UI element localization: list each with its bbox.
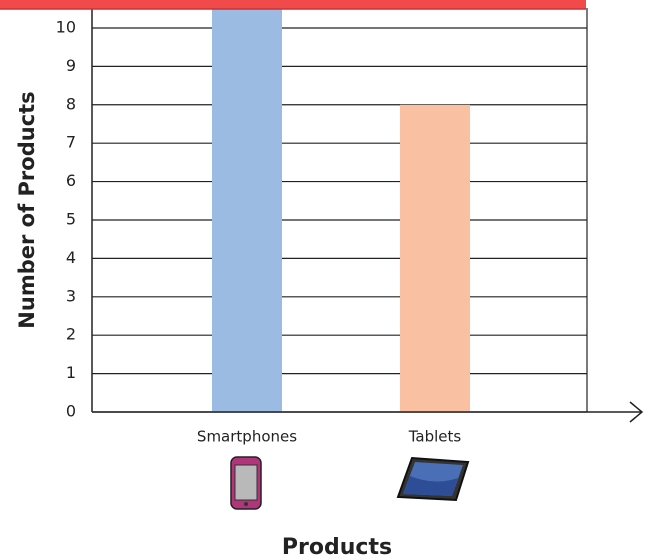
x-tick-label: Smartphones [197, 428, 297, 446]
y-tick-label: 7 [66, 133, 76, 152]
y-axis-label: Number of Products [15, 91, 39, 328]
plot-area: 0 1 2 3 4 5 6 7 8 9 10 Smartphones Tablets [56, 8, 644, 446]
y-tick-label: 8 [66, 94, 76, 113]
x-axis-arrow [629, 401, 644, 423]
y-tick-label: 9 [66, 56, 76, 75]
y-tick-label: 10 [56, 17, 76, 36]
y-tick-label: 1 [66, 363, 76, 382]
tablet-icon [396, 456, 470, 502]
smartphone-icon [230, 456, 262, 510]
y-tick-label: 6 [66, 171, 76, 190]
bar [400, 104, 470, 412]
top-banner [0, 0, 586, 9]
y-tick-label: 5 [66, 209, 76, 228]
x-axis-label: Products [282, 535, 392, 560]
bar [212, 8, 282, 412]
y-tick-label: 2 [66, 325, 76, 344]
y-tick-label: 4 [66, 248, 76, 267]
x-tick-label: Tablets [408, 428, 462, 446]
y-tick-label: 3 [66, 286, 76, 305]
y-tick-label: 0 [66, 402, 76, 421]
